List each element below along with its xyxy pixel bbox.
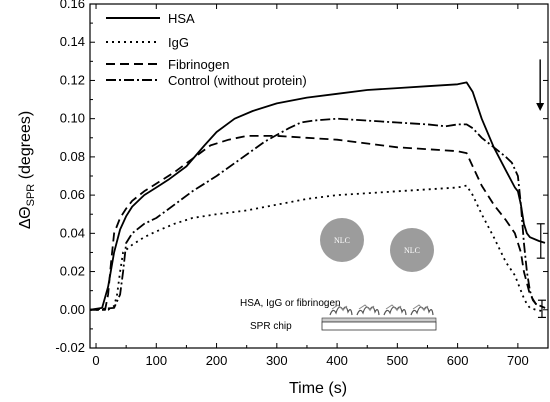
legend: HSA IgG Fibrinogen Control (without prot… — [106, 11, 307, 88]
x-tick-label: 400 — [326, 353, 348, 368]
x-tick-label: 100 — [145, 353, 167, 368]
inset-schematic: NLC NLC HSA, IgG or fibrinogen SPR chip — [240, 218, 437, 332]
legend-label-fibrinogen: Fibrinogen — [168, 57, 229, 72]
y-tick-label: 0.12 — [60, 72, 85, 87]
protein-glyph-detail-icon — [412, 304, 429, 311]
y-tick-label: -0.02 — [55, 340, 85, 355]
error-bars — [536, 223, 546, 319]
x-tick-label: 500 — [386, 353, 408, 368]
x-tick-label: 300 — [266, 353, 288, 368]
svg-text:ΔΘSPR (degrees): ΔΘSPR (degrees) — [17, 111, 37, 229]
legend-label-igg: IgG — [168, 35, 189, 50]
protein-glyph-detail-icon — [385, 304, 402, 311]
x-axis-title: Time (s) — [289, 380, 347, 397]
nlc-particle-1 — [320, 218, 364, 262]
protein-glyph-detail-icon — [331, 304, 348, 311]
series-line-hsa — [89, 81, 546, 311]
arrow-indicator — [536, 59, 545, 112]
y-tick-label: 0.10 — [60, 111, 85, 126]
y-tick-label: 0.14 — [60, 34, 85, 49]
nlc-label-1: NLC — [334, 236, 350, 245]
nlc-label-2: NLC — [404, 246, 420, 255]
nlc-particle-2 — [390, 228, 434, 272]
y-tick-label: 0.00 — [60, 302, 85, 317]
series-lines — [89, 81, 546, 313]
y-tick-label: 0.16 — [60, 0, 85, 11]
series-line-fibrinogen — [90, 135, 546, 311]
legend-label-hsa: HSA — [168, 11, 195, 26]
y-tick-label: 0.04 — [60, 225, 85, 240]
inset-chip-label: SPR chip — [250, 321, 292, 332]
x-tick-label: 200 — [206, 353, 228, 368]
y-axis-title-main: ΔΘ — [17, 206, 34, 229]
y-tick-label: 0.06 — [60, 187, 85, 202]
plot-frame — [89, 3, 549, 349]
y-axis-title-unit-text: (degrees) — [17, 111, 34, 179]
plot-border — [89, 3, 549, 349]
chip-substrate — [321, 321, 437, 331]
inset-protein-label: HSA, IgG or fibrinogen — [240, 298, 341, 309]
x-tick-label: 0 — [92, 353, 99, 368]
arrow-head-icon — [536, 103, 545, 112]
x-tick-label: 700 — [507, 353, 529, 368]
legend-label-control: Control (without protein) — [168, 73, 307, 88]
protein-glyph-detail-icon — [358, 304, 375, 311]
protein-layer-icon — [329, 304, 434, 316]
chip-gold-layer — [321, 317, 437, 323]
y-tick-label: 0.02 — [60, 264, 85, 279]
series-line-igg — [90, 184, 546, 313]
axis-ticks — [90, 3, 548, 349]
series-line-control — [89, 117, 546, 311]
y-axis-title-sub: SPR — [25, 184, 37, 207]
y-axis-title: ΔΘSPR (degrees) — [17, 111, 37, 229]
y-tick-label: 0.08 — [60, 149, 85, 164]
x-tick-label: 600 — [447, 353, 469, 368]
axis-tick-labels: 0 100 200 300 400 500 600 700 -0.02 0.00 0.02 0.04 0… — [55, 0, 528, 368]
